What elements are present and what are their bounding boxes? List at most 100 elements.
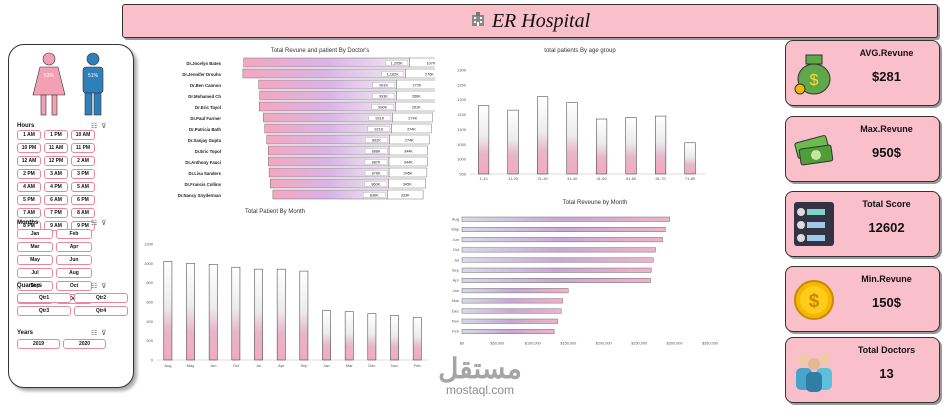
- revenue-bar: [461, 257, 654, 263]
- clear-filter-icon[interactable]: ⊽: [101, 123, 107, 130]
- revenue-data-label: 991K: [379, 83, 388, 87]
- hours-option[interactable]: 7 PM: [44, 208, 68, 218]
- hours-option[interactable]: 6 PM: [71, 195, 95, 205]
- x-tick-label: $100,000: [525, 341, 541, 345]
- x-tick-label: Nov: [391, 363, 398, 368]
- patient-bar: [396, 90, 435, 101]
- months-option[interactable]: Jul: [17, 268, 53, 278]
- months-option[interactable]: Sep: [17, 281, 53, 291]
- doctor-label: Dr.Paul Farmer: [190, 116, 221, 121]
- patient-bar: [388, 156, 428, 167]
- y-tick-label: 1200: [457, 97, 467, 102]
- patient-data-label: 107K: [427, 61, 435, 65]
- y-tick-label: Jan: [453, 288, 459, 293]
- y-tick-label: 1000: [144, 261, 154, 266]
- revenue-data-label: 931K: [375, 116, 384, 120]
- clear-filter-icon[interactable]: ⊽: [101, 220, 107, 227]
- y-tick-label: 1000: [457, 157, 467, 162]
- months-option[interactable]: Aug: [56, 268, 92, 278]
- x-tick-label: 51-60: [626, 176, 637, 181]
- x-tick-label: $300,000: [667, 341, 683, 345]
- x-tick-label: Feb: [414, 363, 422, 368]
- months-option[interactable]: Jun: [56, 255, 92, 265]
- y-tick-label: Oct: [453, 247, 460, 252]
- y-tick-label: 1050: [457, 142, 467, 147]
- years-option[interactable]: 2020: [63, 339, 106, 349]
- hours-option[interactable]: 12 AM: [17, 156, 41, 166]
- hours-option[interactable]: 11 PM: [71, 143, 95, 153]
- y-tick-label: 1250: [457, 82, 467, 87]
- multi-select-icon[interactable]: ☷: [91, 220, 98, 227]
- hours-option[interactable]: 3 PM: [71, 169, 95, 179]
- x-tick-label: Oct: [233, 363, 240, 368]
- months-option[interactable]: Oct: [56, 281, 92, 291]
- years-slicer: 2019 2020: [17, 339, 129, 349]
- x-tick-label: $150,000: [560, 341, 576, 345]
- hours-option[interactable]: 10 PM: [17, 143, 41, 153]
- leaderboard-icon: [792, 200, 836, 248]
- quarters-option[interactable]: Qtr2: [74, 293, 128, 303]
- hours-option[interactable]: 10 AM: [71, 130, 95, 140]
- age-bar: [655, 115, 667, 175]
- revenue-bar: [461, 288, 569, 294]
- month-bar: [299, 270, 309, 361]
- hours-option[interactable]: 4 PM: [44, 182, 68, 192]
- multi-select-icon[interactable]: ☷: [91, 330, 98, 337]
- y-tick-label: Nov: [452, 319, 459, 324]
- age-chart-title: total patients By age group: [544, 48, 616, 54]
- age-bar: [507, 109, 519, 175]
- months-option[interactable]: Jan: [17, 229, 53, 239]
- multi-select-icon[interactable]: ☷: [91, 283, 98, 290]
- revenue-label-box: [371, 104, 394, 110]
- multi-select-icon[interactable]: ☷: [91, 123, 98, 130]
- doctor-label: Dr.Mohamed Ch: [188, 94, 221, 99]
- revenue-label-box: [367, 126, 390, 132]
- quarters-option[interactable]: Qtr3: [17, 306, 71, 316]
- revenue-data-label: 993K: [379, 94, 388, 98]
- month-bar: [322, 310, 331, 361]
- hours-option[interactable]: 1 PM: [44, 130, 68, 140]
- kpi-value: 13: [879, 366, 894, 381]
- patients-by-month-chart: 0 200 400 600 800 1000 1200 Aug May Jun Oct Jul Apr S…: [144, 242, 429, 368]
- revenue-bar: [461, 328, 555, 334]
- hours-option[interactable]: 2 PM: [17, 169, 41, 179]
- hours-option[interactable]: 4 AM: [17, 182, 41, 192]
- patient-bar: [388, 167, 428, 178]
- y-tick-label: May: [451, 227, 459, 232]
- revenue-label-box: [381, 71, 404, 77]
- months-option[interactable]: Mar: [17, 242, 53, 252]
- kpi-label: AVG.Revune: [859, 48, 914, 58]
- hours-option[interactable]: 3 AM: [44, 169, 68, 179]
- hours-option[interactable]: 2 AM: [71, 156, 95, 166]
- hours-option[interactable]: 6 AM: [44, 195, 68, 205]
- hours-option[interactable]: 5 PM: [17, 195, 41, 205]
- hours-slicer: 1 AM 1 PM 10 AM 10 PM 11 AM 11 PM 12 AM 12 PM 2 …: [17, 130, 121, 231]
- patient-data-label: 266K: [412, 94, 421, 98]
- hours-option[interactable]: 11 AM: [44, 143, 68, 153]
- doctor-chart-title: Total Revune and patient By Doctor's: [270, 48, 370, 54]
- x-tick-label: 71-80: [685, 176, 696, 181]
- years-option[interactable]: 2019: [17, 339, 60, 349]
- patient-data-label: 345K: [403, 182, 412, 186]
- months-option[interactable]: Feb: [56, 229, 92, 239]
- hours-option[interactable]: 1 AM: [17, 130, 41, 140]
- revenue-bar: [461, 308, 562, 314]
- hours-option[interactable]: 8 AM: [71, 208, 95, 218]
- clear-filter-icon[interactable]: ⊽: [101, 283, 107, 290]
- clear-filter-icon[interactable]: ⊽: [101, 330, 107, 337]
- x-tick-label: Jun: [210, 363, 216, 368]
- watermark: مستقل mostaql.com: [425, 355, 535, 398]
- hours-option[interactable]: 7 AM: [17, 208, 41, 218]
- years-slicer-header: Years ☷ ⊽: [17, 329, 106, 337]
- kpi-card: Max.Revune 950$: [785, 116, 940, 182]
- kpi-value: 12602: [868, 220, 905, 235]
- revenue-bar: [461, 216, 670, 222]
- months-option[interactable]: Apr: [56, 242, 92, 252]
- hours-option[interactable]: 12 PM: [44, 156, 68, 166]
- hours-option[interactable]: 5 AM: [71, 182, 95, 192]
- x-tick-label: $0: [460, 341, 464, 345]
- quarters-option[interactable]: Qtr1: [17, 293, 71, 303]
- patient-bar: [387, 189, 424, 200]
- months-option[interactable]: May: [17, 255, 53, 265]
- quarters-option[interactable]: Qtr4: [74, 306, 128, 316]
